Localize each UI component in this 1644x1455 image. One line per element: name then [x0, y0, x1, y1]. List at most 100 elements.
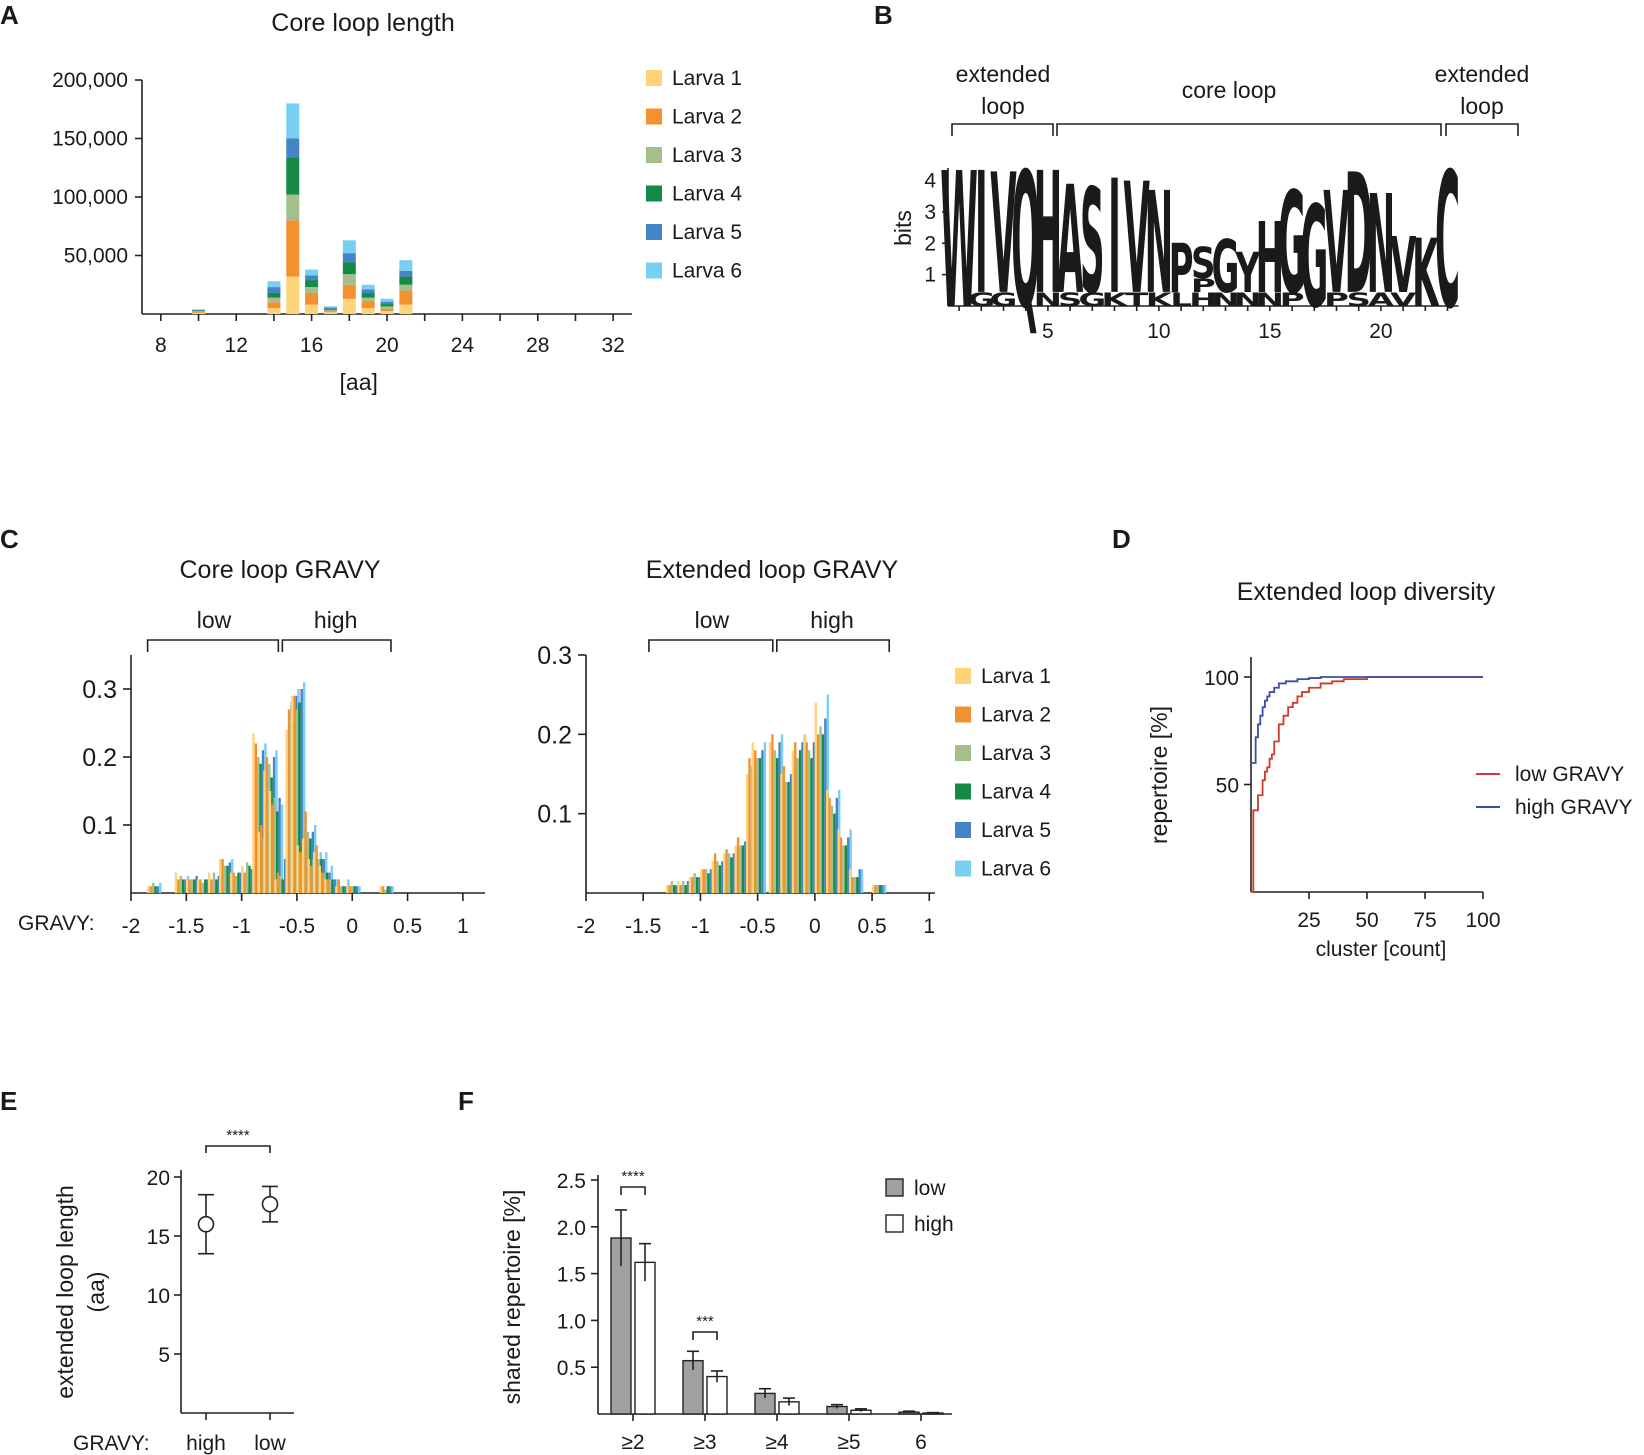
panel-c-extended-loop-gravy: Extended loop GRAVY0.10.20.3-2 -1.5 -1 -0.5… [537, 556, 1051, 938]
panel-c2-bar--0.5-larva-1 [752, 742, 754, 893]
panel-a-bar-14-larva-6 [267, 281, 280, 287]
panel-c2-bar--0.95-larva-1 [700, 869, 702, 893]
panel-c2-xtick-label: -2 [577, 915, 596, 938]
panel-c2-bar--0.95-larva-2 [703, 869, 705, 893]
panel-a-bar-18-larva-2 [343, 285, 356, 299]
panel-f-ytick-label: 2.0 [557, 1217, 586, 1240]
panel-c2-bar--0.25-larva-1 [780, 774, 782, 893]
panel-e-significance-label: **** [226, 1127, 250, 1144]
panel-c1-bar--0.95-larva-2 [244, 873, 246, 893]
panel-f-ytick-label: 1.5 [557, 1264, 586, 1287]
panel-c1-bar-0-larva-2 [349, 886, 351, 893]
panel-c2-bar-0.25-larva-4 [845, 845, 847, 893]
panel-a-bar-19-larva-1 [362, 308, 375, 314]
panel-c1-bar--0.45-larva-1 [296, 845, 298, 893]
panel-c1-bar-0.3-larva-5 [389, 886, 391, 893]
panel-c1-ytick-label: 0.1 [82, 812, 117, 840]
panel-f-significance-label-1: **** [621, 1168, 645, 1185]
panel-c1-bar--1.15-larva-2 [221, 859, 223, 893]
panel-c2-bar--1.15-larva-3 [682, 881, 684, 893]
panel-c1-bar--0.5-larva-2 [293, 696, 295, 893]
panel-c2-bar--0.35-larva-1 [769, 742, 771, 893]
panel-a-ytick-label: 50,000 [64, 245, 128, 268]
panel-a-xtick-label: 20 [375, 334, 398, 357]
panel-a-bar-15-larva-1 [286, 277, 299, 314]
panel-c2-bar--0.95-larva-3 [705, 869, 707, 893]
panel-c1-x-label: GRAVY: [18, 912, 95, 935]
panel-a-legend-swatch-4 [646, 186, 662, 202]
panel-c1-bar-0-larva-1 [346, 886, 348, 893]
panel-a-bar-14-larva-2 [267, 302, 280, 308]
panel-a-bar-21-larva-5 [399, 271, 412, 277]
panel-c-legend-label-5: Larva 5 [981, 819, 1051, 842]
panel-c1-bar--0.65-larva-1 [274, 879, 276, 893]
panel-c2-bar--0.35-larva-4 [776, 758, 778, 893]
panel-c1-xtick-label: 1 [457, 915, 469, 938]
panel-c1-bar--0.1-larva-3 [340, 886, 342, 893]
panel-c1-bar--1.35-larva-2 [199, 879, 201, 893]
panel-e-ytick-label: 15 [147, 1226, 170, 1249]
panel-c2-bar--0.05-larva-1 [803, 734, 805, 893]
panel-a-bar-15-larva-5 [286, 139, 299, 158]
panel-c2-bar-0.05-larva-1 [815, 703, 817, 893]
panel-c2-bar--0.85-larva-3 [716, 861, 718, 893]
panel-c2-xtick-label: 1 [923, 915, 935, 938]
panel-c1-bar-0-larva-6 [358, 886, 360, 893]
panel-f-shared-repertoire: 0.5 1.0 1.5 2.0 2.5 shared repertoire [%] ≥2 ≥3… [499, 1168, 954, 1454]
panel-d-ytick-label: 100 [1204, 667, 1239, 690]
panel-c2-bar--0.65-larva-4 [742, 845, 744, 893]
panel-e-significance-bracket [206, 1146, 270, 1153]
panel-c-legend-swatch-3 [955, 745, 971, 761]
panel-c2-bar-0.05-larva-2 [817, 734, 819, 893]
panel-c1-bar--0.65-larva-3 [279, 876, 281, 893]
panel-e-x-label: GRAVY: [73, 1432, 150, 1455]
panel-b-y-label: bits [890, 210, 916, 246]
panel-c-legend-swatch-2 [955, 707, 971, 723]
panel-c2-bar-0.35-larva-5 [859, 869, 861, 893]
panel-b-ytick-label: 2 [924, 232, 936, 255]
panel-c2-bar--0.85-larva-4 [719, 865, 721, 893]
panel-c2-bar-0.55-larva-3 [877, 885, 879, 893]
panel-c2-bar--0.15-larva-4 [799, 750, 801, 893]
panel-c2-bar--0.05-larva-3 [808, 750, 810, 893]
panel-a-xtick-label: 24 [451, 334, 475, 357]
panel-b-bracket-label-1-line1: extended [956, 61, 1051, 87]
panel-c1-bar--1.45-larva-1 [186, 879, 188, 893]
panel-f-ytick-label: 1.0 [557, 1310, 586, 1333]
panel-c1-bar-0-larva-5 [356, 886, 358, 893]
panel-c1-title: Core loop GRAVY [179, 556, 380, 584]
panel-c1-bar--1.35-larva-4 [204, 879, 206, 893]
panel-c1-bar--1.8-larva-2 [150, 886, 152, 893]
panel-a-bar-21-larva-2 [399, 291, 412, 305]
panel-c1-bar--0.2-larva-1 [324, 879, 326, 893]
panel-a-bar-18-larva-4 [343, 263, 356, 275]
panel-c2-bar--0.75-larva-1 [723, 853, 725, 893]
panel-a-bar-10-larva-3 [192, 311, 205, 312]
panel-a-bar-15-larva-2 [286, 220, 299, 276]
panel-c2-bar-0.05-larva-4 [822, 734, 824, 893]
panel-c1-bar--1.45-larva-3 [191, 879, 193, 893]
panel-a-ytick-label: 150,000 [52, 128, 128, 151]
panel-a-bar-16-larva-1 [305, 305, 318, 314]
panel-c1-bar--1.8-larva-1 [147, 886, 149, 893]
panel-c2-bar--0.35-larva-2 [771, 734, 773, 893]
panel-c1-bar--1.15-larva-1 [219, 859, 221, 893]
panel-c2-bar--0.85-larva-2 [714, 853, 716, 893]
panel-a-legend-swatch-6 [646, 263, 662, 279]
panel-c2-ytick-label: 0.3 [537, 642, 572, 670]
panel-c1-bar--1.55-larva-2 [177, 879, 179, 893]
panel-b-bracket-label-1-line2: loop [981, 93, 1024, 119]
panel-a-bar-19-larva-2 [362, 301, 375, 308]
panel-c1-bar--1.8-larva-4 [154, 886, 156, 893]
panel-f-xtick-label-4: 6 [915, 1431, 927, 1454]
panel-c1-bar--0.1-larva-2 [338, 879, 340, 893]
panel-c1-bracket-low [148, 640, 279, 652]
panel-c-legend-label-3: Larva 3 [981, 742, 1051, 765]
panel-f-xtick-label-3: ≥5 [837, 1431, 860, 1454]
panel-label-a: A [0, 0, 19, 30]
panel-c1-bar--1.35-larva-3 [202, 883, 204, 893]
panel-c1-bar--0.85-larva-2 [255, 743, 257, 893]
panel-c2-bar-0.55-larva-6 [884, 885, 886, 893]
panel-f-xtick-label-1: ≥3 [693, 1431, 716, 1454]
panel-c1-bar--0.95-larva-4 [248, 866, 250, 893]
